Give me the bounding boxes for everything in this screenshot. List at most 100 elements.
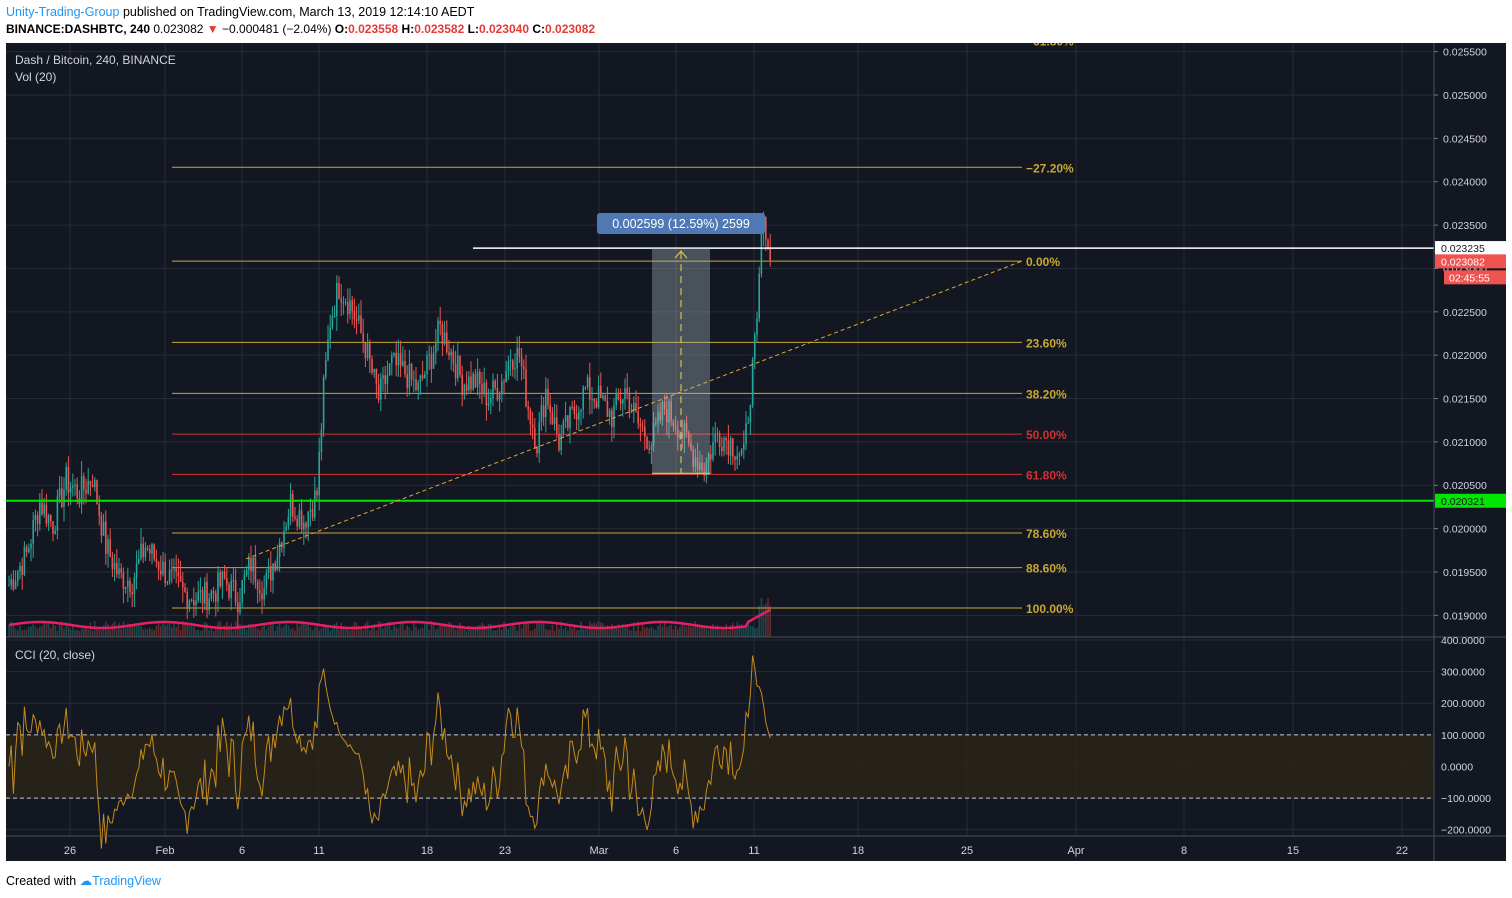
volume-bar xyxy=(107,624,109,637)
volume-bar xyxy=(705,628,708,637)
volume-bar xyxy=(639,630,642,637)
volume-bar xyxy=(281,628,283,637)
chart-canvas[interactable]: −61.80% −27.20% 0.00% 23.60% 38.20% 50.00% 61.… xyxy=(6,43,1506,861)
candle-body xyxy=(327,339,329,361)
volume-bar xyxy=(89,622,92,637)
candle-body xyxy=(182,581,184,588)
volume-bar xyxy=(501,629,503,637)
candle-body xyxy=(373,368,375,373)
chart-area[interactable]: −61.80% −27.20% 0.00% 23.60% 38.20% 50.00% 61.… xyxy=(6,43,1506,861)
candle-body xyxy=(320,429,323,452)
author-link[interactable]: Unity-Trading-Group xyxy=(6,5,120,19)
candle-body xyxy=(545,388,547,418)
volume-bar xyxy=(285,623,287,637)
volume-bar xyxy=(740,624,743,637)
candle-body xyxy=(149,548,151,554)
candle-body xyxy=(83,476,85,490)
volume-bar xyxy=(80,628,83,637)
candle-body xyxy=(162,561,164,575)
volume-bar xyxy=(703,625,705,637)
volume-bar xyxy=(76,630,78,637)
volume-bar xyxy=(567,630,569,637)
volume-bar xyxy=(292,628,294,637)
tradingview-link[interactable]: TradingView xyxy=(92,874,161,888)
volume-bar xyxy=(611,623,613,637)
candle-body xyxy=(575,414,578,420)
candle-body xyxy=(437,320,439,344)
volume-bar xyxy=(602,623,604,637)
candle-body xyxy=(716,433,719,435)
symbol-label: BINANCE:DASHBTC, 240 xyxy=(6,22,151,36)
candle-body xyxy=(551,411,554,425)
candle-body xyxy=(206,581,208,611)
volume-bar xyxy=(613,627,615,637)
volume-bar xyxy=(131,625,133,637)
close-value: 0.023082 xyxy=(545,22,596,36)
candle-body xyxy=(602,395,604,398)
volume-bar xyxy=(523,623,525,637)
candle-body xyxy=(72,485,74,488)
volume-bar xyxy=(43,623,45,637)
candle-body xyxy=(547,388,549,406)
candle-body xyxy=(479,371,481,384)
candle-body xyxy=(226,577,228,585)
volume-bar xyxy=(34,626,37,637)
candle-body xyxy=(65,467,67,490)
volume-bar xyxy=(120,628,122,637)
candle-body xyxy=(318,451,320,496)
candle-body xyxy=(241,580,243,603)
candle-body xyxy=(272,563,274,581)
volume-bar xyxy=(688,625,690,637)
candle-body xyxy=(329,327,331,340)
volume-bar xyxy=(127,623,129,637)
tradingview-logo-icon[interactable]: ☁ xyxy=(79,874,93,888)
candle-body xyxy=(767,239,769,250)
volume-bar xyxy=(283,626,285,637)
volume-bar xyxy=(375,630,378,637)
candle-body xyxy=(254,557,257,583)
volume-bar xyxy=(514,626,516,637)
candle-body xyxy=(745,423,747,444)
volume-bar xyxy=(765,603,767,637)
fib-level-label: −61.80% xyxy=(1026,43,1074,48)
candle-body xyxy=(490,398,492,404)
candle-body xyxy=(369,343,371,359)
volume-bar xyxy=(54,626,56,637)
volume-bar xyxy=(316,625,318,637)
volume-bar xyxy=(487,623,490,637)
volume-bar xyxy=(362,630,364,637)
volume-bar xyxy=(157,622,160,637)
candle-body xyxy=(637,411,639,424)
candle-body xyxy=(333,315,336,317)
candle-body xyxy=(201,590,204,604)
candle-body xyxy=(21,565,23,575)
candle-body xyxy=(353,311,356,320)
volume-bar xyxy=(507,629,510,637)
cci-band-fill xyxy=(6,734,1434,799)
candle-body xyxy=(186,591,188,609)
candle-body xyxy=(758,273,760,319)
candle-body xyxy=(734,456,736,460)
volume-bar xyxy=(474,629,477,637)
volume-bar xyxy=(250,624,252,637)
volume-bar xyxy=(538,623,540,637)
main-legend[interactable]: Dash / Bitcoin, 240, BINANCE xyxy=(15,53,176,67)
volume-bar xyxy=(65,621,67,637)
candle-body xyxy=(586,377,589,388)
candle-body xyxy=(155,559,158,563)
candle-body xyxy=(525,369,527,407)
volume-bar xyxy=(14,628,17,637)
candle-body xyxy=(151,544,153,554)
volume-bar xyxy=(465,630,468,637)
candle-body xyxy=(454,363,457,379)
candle-body xyxy=(129,580,131,593)
created-with-text: Created with xyxy=(6,874,77,888)
volume-legend[interactable]: Vol (20) xyxy=(15,70,57,84)
candle-body xyxy=(228,584,230,598)
candle-body xyxy=(707,454,710,462)
volume-bar xyxy=(531,630,534,637)
volume-bar xyxy=(399,621,402,637)
cci-tick-label: −100.0000 xyxy=(1441,793,1491,805)
cci-legend[interactable]: CCI (20, close) xyxy=(15,648,96,662)
candle-body xyxy=(175,568,177,573)
